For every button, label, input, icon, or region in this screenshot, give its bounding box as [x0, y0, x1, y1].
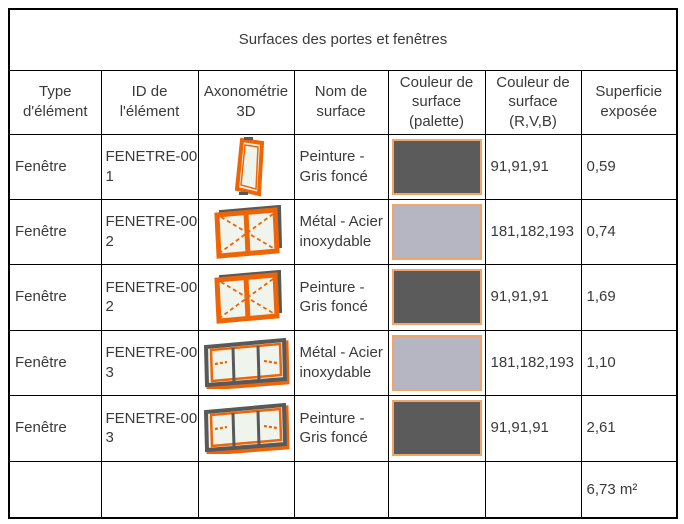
col-header-exposed-area: Superficie exposée — [580, 69, 678, 135]
color-swatch — [391, 138, 482, 195]
col-header-element-type: Type d'élément — [8, 69, 102, 135]
window-double-casement-3d-icon — [214, 270, 283, 325]
col-header-surface-color-rgb: Couleur de surface (R,V,B) — [484, 69, 582, 135]
element-id-cell: FENETRE-003 — [100, 329, 199, 396]
element-type-cell: Fenêtre — [8, 394, 102, 462]
palette-cell — [387, 263, 486, 331]
element-id-cell: FENETRE-002 — [100, 198, 199, 265]
element-type-cell: Fenêtre — [8, 263, 102, 331]
empty-cell — [100, 460, 199, 519]
surfaces-schedule-table: Surfaces des portes et fenêtres Type d'é… — [8, 8, 679, 520]
table-row: Fenêtre FENETRE-003 Métal - Acier inoxyd… — [8, 329, 678, 396]
palette-cell — [387, 198, 486, 265]
area-cell: 1,10 — [580, 329, 678, 396]
element-id-cell: FENETRE-003 — [100, 394, 199, 462]
area-cell: 1,69 — [580, 263, 678, 331]
col-header-axonometric-3d: Axonométrie 3D — [197, 69, 295, 135]
element-id-cell: FENETRE-001 — [100, 133, 199, 200]
axonometric-cell — [197, 198, 295, 265]
axonometric-cell — [197, 394, 295, 462]
element-type-cell: Fenêtre — [8, 198, 102, 265]
table-row: Fenêtre FENETRE-002 Métal - Acier inoxyd… — [8, 198, 678, 265]
axonometric-cell — [197, 263, 295, 331]
palette-cell — [387, 329, 486, 396]
palette-cell — [387, 133, 486, 200]
surface-name-cell: Métal - Acier inoxydable — [293, 198, 389, 265]
table-row: Fenêtre FENETRE-001 Peinture - Gris fonc… — [8, 133, 678, 200]
empty-cell — [293, 460, 389, 519]
area-cell: 0,74 — [580, 198, 678, 265]
header-row: Type d'élément ID de l'élément Axonométr… — [8, 69, 678, 135]
element-id-cell: FENETRE-002 — [100, 263, 199, 331]
table-row: Fenêtre FENETRE-003 Peinture - Gris fonc… — [8, 394, 678, 462]
empty-cell — [8, 460, 102, 519]
axonometric-cell — [197, 329, 295, 396]
empty-cell — [387, 460, 486, 519]
rgb-cell: 91,91,91 — [484, 133, 582, 200]
window-double-casement-3d-icon — [214, 204, 283, 259]
color-swatch — [391, 334, 482, 391]
table-title: Surfaces des portes et fenêtres — [8, 8, 678, 71]
element-type-cell: Fenêtre — [8, 133, 102, 200]
window-triple-sliding-3d-icon — [203, 337, 290, 389]
color-swatch — [391, 203, 482, 260]
color-swatch — [391, 400, 482, 457]
empty-cell — [484, 460, 582, 519]
total-row: 6,73 m² — [8, 460, 678, 519]
element-type-cell: Fenêtre — [8, 329, 102, 396]
col-header-surface-name: Nom de surface — [293, 69, 389, 135]
axonometric-cell — [197, 133, 295, 200]
rgb-cell: 91,91,91 — [484, 263, 582, 331]
window-triple-sliding-3d-icon — [203, 403, 290, 455]
title-row: Surfaces des portes et fenêtres — [8, 8, 678, 71]
surface-name-cell: Peinture - Gris foncé — [293, 133, 389, 200]
empty-cell — [197, 460, 295, 519]
palette-cell — [387, 394, 486, 462]
area-cell: 2,61 — [580, 394, 678, 462]
col-header-element-id: ID de l'élément — [100, 69, 199, 135]
surface-name-cell: Peinture - Gris foncé — [293, 394, 389, 462]
color-swatch — [391, 269, 482, 326]
surface-name-cell: Métal - Acier inoxydable — [293, 329, 389, 396]
area-cell: 0,59 — [580, 133, 678, 200]
table-row: Fenêtre FENETRE-002 Peinture - Gris fonc… — [8, 263, 678, 331]
total-area-cell: 6,73 m² — [580, 460, 678, 519]
window-single-3d-icon — [234, 136, 265, 197]
rgb-cell: 91,91,91 — [484, 394, 582, 462]
col-header-surface-color-palette: Couleur de surface (palette) — [387, 69, 486, 135]
rgb-cell: 181,182,193 — [484, 329, 582, 396]
surface-name-cell: Peinture - Gris foncé — [293, 263, 389, 331]
rgb-cell: 181,182,193 — [484, 198, 582, 265]
